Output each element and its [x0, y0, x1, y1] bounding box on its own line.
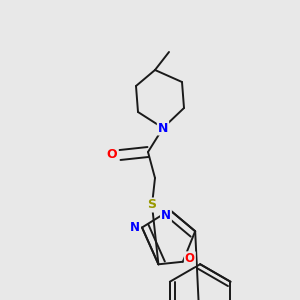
Text: O: O [107, 148, 117, 161]
Text: O: O [185, 252, 195, 265]
Text: N: N [161, 208, 171, 222]
Text: N: N [158, 122, 168, 134]
Text: N: N [130, 221, 140, 234]
Text: S: S [148, 199, 157, 212]
